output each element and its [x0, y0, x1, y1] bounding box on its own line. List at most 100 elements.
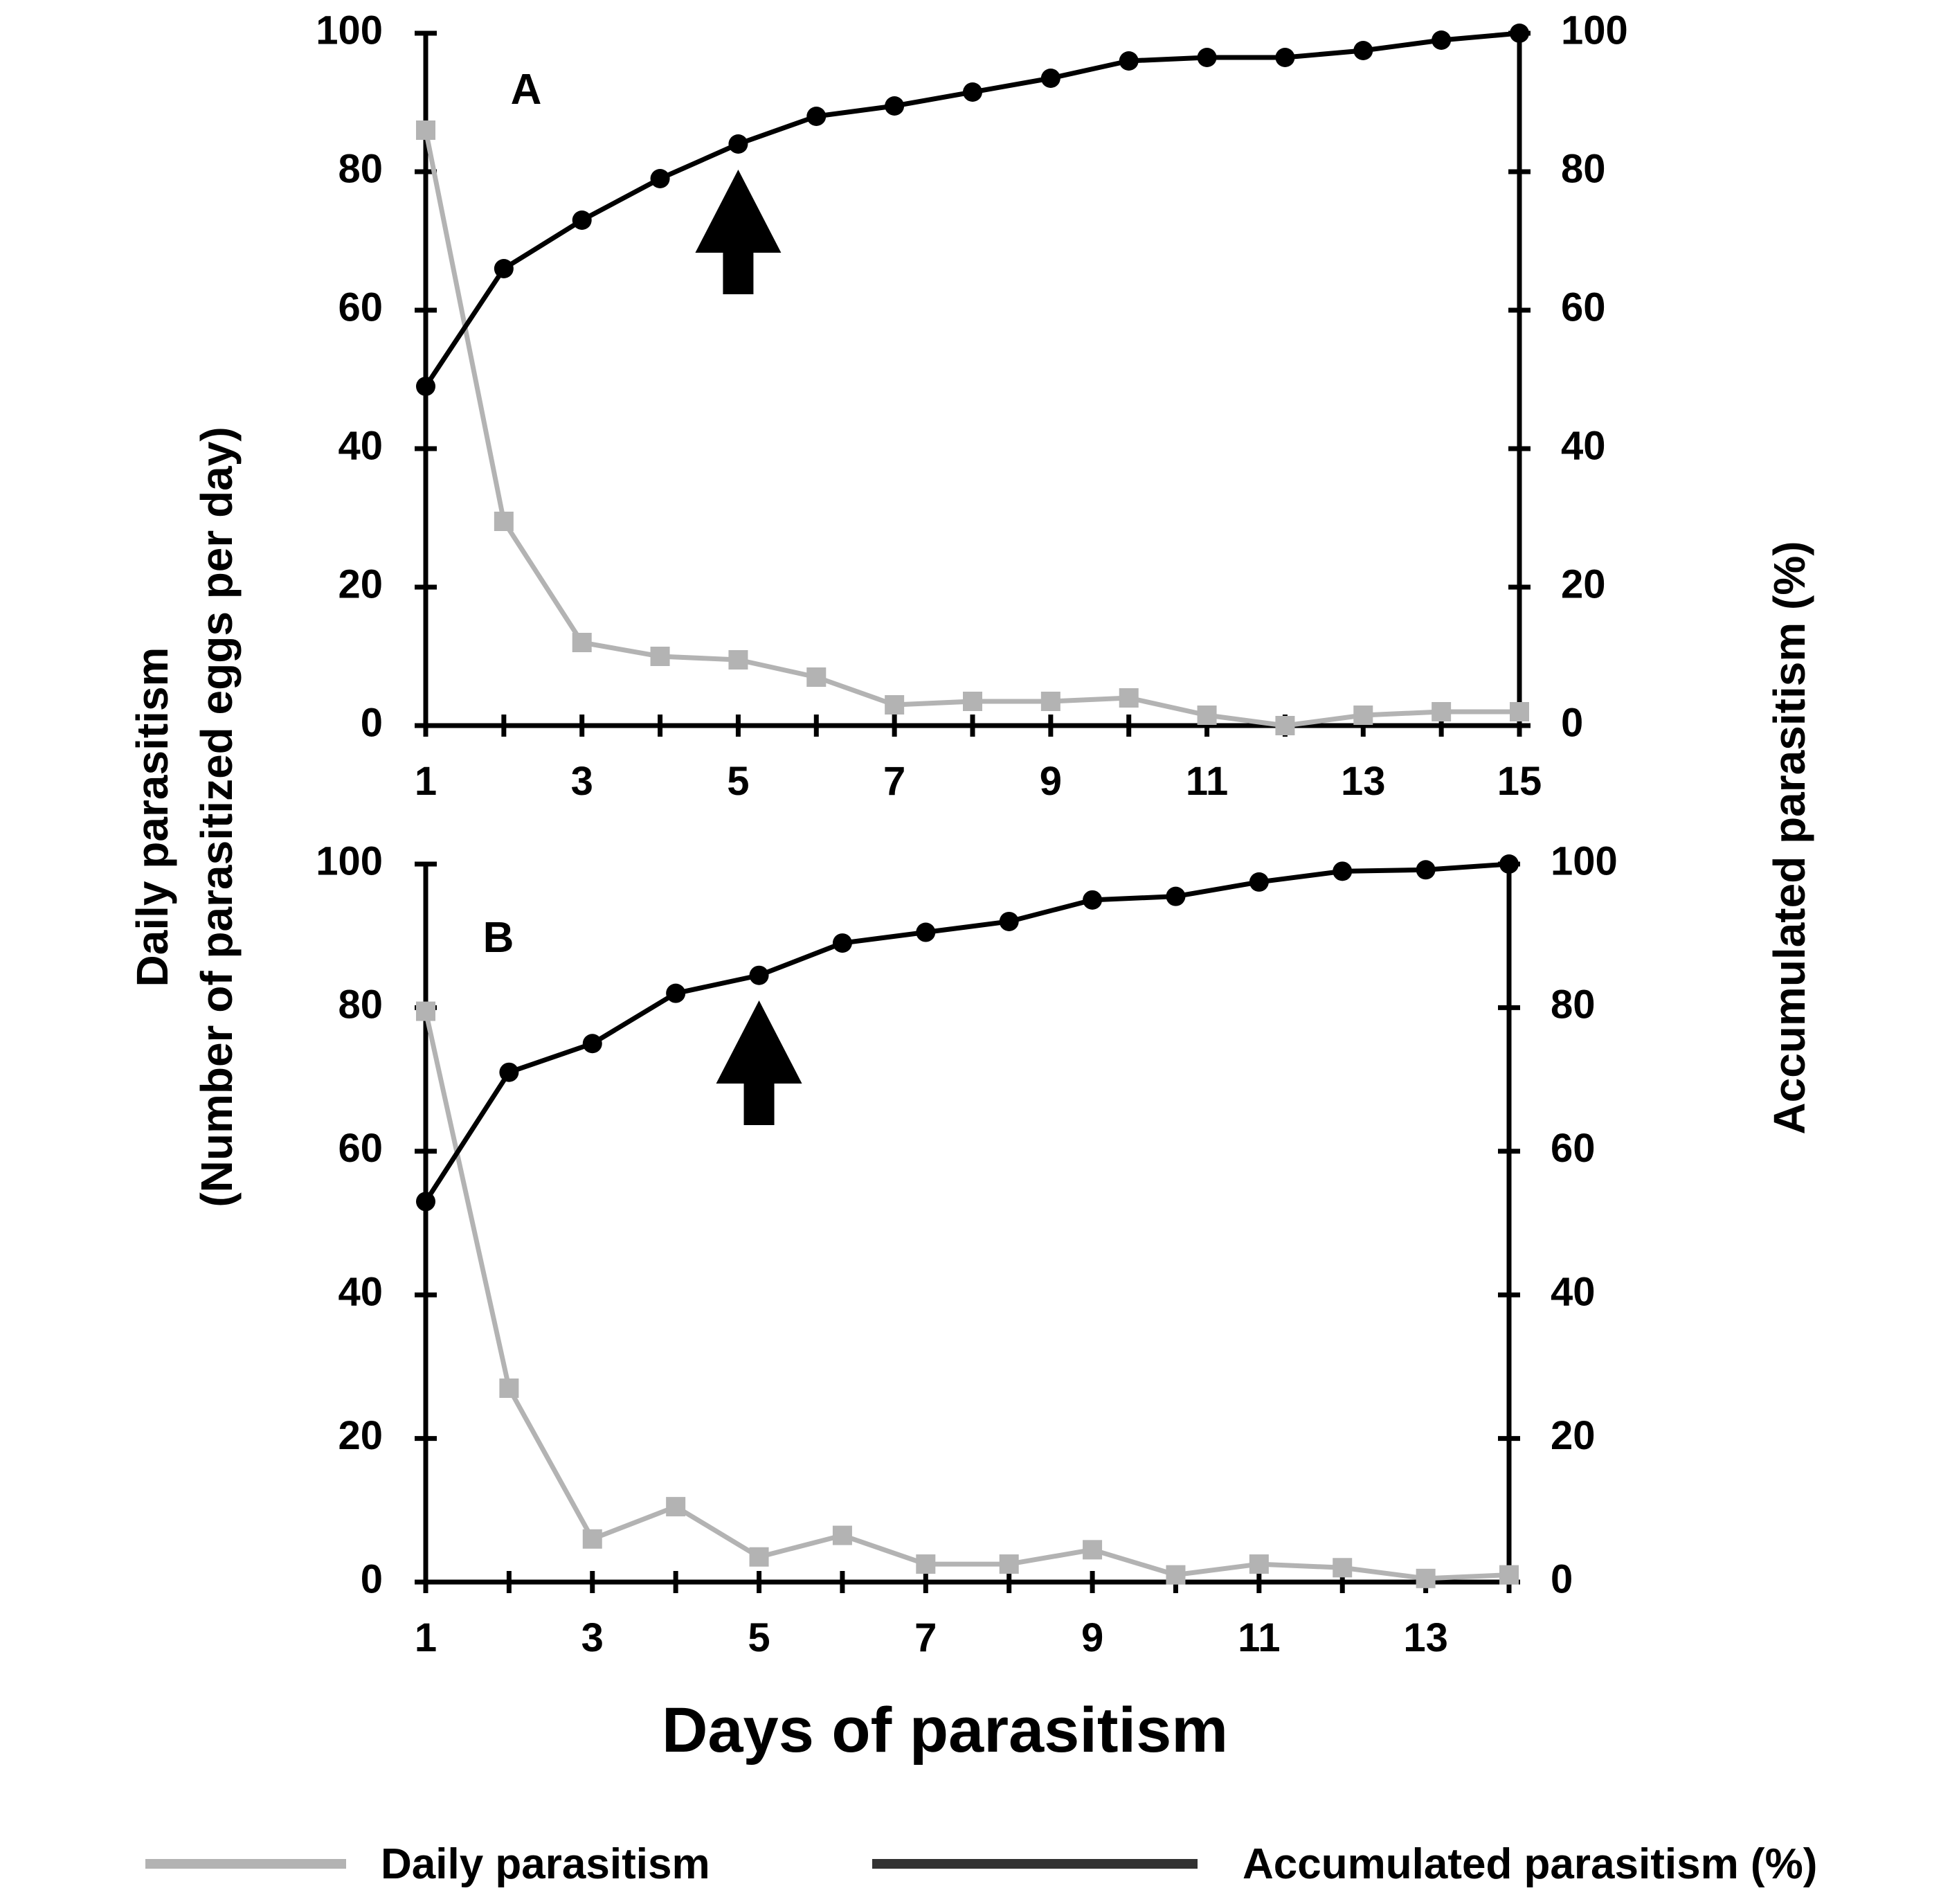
accumulated-point — [999, 911, 1019, 931]
up-arrow-icon — [695, 170, 782, 294]
left-y-tick-label: 40 — [338, 1270, 383, 1315]
accumulated-point — [499, 1062, 519, 1082]
accumulated-point — [1432, 30, 1452, 50]
daily-point — [999, 1554, 1019, 1574]
daily-point — [963, 692, 982, 711]
left-y-tick-label: 100 — [316, 838, 383, 883]
x-tick-label: 7 — [914, 1615, 937, 1660]
daily-point — [916, 1554, 936, 1574]
accumulated-point — [916, 922, 936, 942]
daily-point — [1249, 1554, 1269, 1574]
x-tick-label: 5 — [748, 1615, 770, 1660]
daily-point — [1333, 1558, 1353, 1578]
legend: Daily parasitism Accumulated parasitism … — [145, 1840, 1817, 1888]
left-y-tick-label: 100 — [316, 8, 383, 53]
x-tick-label: 1 — [415, 759, 437, 804]
accumulated-point — [749, 965, 769, 985]
daily-point — [416, 1001, 435, 1021]
accumulated-point — [1119, 51, 1139, 71]
x-tick-label: 9 — [1081, 1615, 1103, 1660]
daily-point — [416, 120, 435, 140]
accumulated-point — [1166, 886, 1186, 906]
daily-point — [582, 1529, 602, 1549]
accumulated-point — [963, 82, 982, 102]
daily-point — [1416, 1568, 1436, 1588]
x-tick-label: 7 — [883, 759, 905, 804]
left-y-axis-title-line2: (Number of parasitized eggs per day) — [192, 426, 242, 1207]
right-y-axis-title: Accumulated parasitism (%) — [1764, 541, 1814, 1134]
accumulated-point — [1249, 872, 1269, 892]
right-y-tick-label: 60 — [1561, 285, 1606, 330]
left-y-tick-label: 0 — [361, 700, 383, 745]
daily-point — [650, 647, 670, 666]
right-y-tick-label: 60 — [1551, 1126, 1596, 1171]
accumulated-point — [1333, 861, 1353, 881]
accumulated-point — [832, 933, 852, 953]
daily-point — [1119, 688, 1139, 708]
daily-point — [666, 1497, 686, 1517]
right-y-tick-label: 0 — [1551, 1556, 1573, 1601]
panel-label: A — [511, 66, 542, 114]
x-tick-label: 3 — [581, 1615, 604, 1660]
daily-point — [1510, 702, 1529, 721]
daily-point — [1197, 706, 1217, 725]
accumulated-point — [582, 1034, 602, 1054]
right-y-tick-label: 20 — [1561, 562, 1606, 607]
right-y-tick-label: 80 — [1561, 146, 1606, 191]
legend-accumulated-label: Accumulated parasitism (%) — [1243, 1840, 1817, 1888]
x-tick-label: 15 — [1497, 759, 1542, 804]
accumulated-point — [494, 259, 514, 278]
daily-point — [572, 633, 592, 652]
x-tick-label: 9 — [1040, 759, 1062, 804]
panel-label: B — [483, 914, 514, 962]
left-y-tick-label: 20 — [338, 1413, 383, 1458]
daily-point — [1275, 716, 1295, 735]
accumulated-point — [416, 377, 435, 396]
right-y-tick-label: 80 — [1551, 982, 1596, 1027]
daily-point — [885, 695, 905, 715]
accumulated-point — [728, 134, 748, 154]
accumulated-point — [885, 96, 905, 116]
accumulated-point — [1275, 48, 1295, 67]
daily-point — [1499, 1565, 1519, 1585]
legend-daily-label: Daily parasitism — [381, 1840, 710, 1888]
accumulated-point — [572, 210, 592, 230]
x-tick-label: 13 — [1341, 759, 1386, 804]
daily-point — [728, 650, 748, 670]
right-y-tick-label: 40 — [1551, 1270, 1596, 1315]
up-arrow-icon — [716, 1000, 802, 1125]
daily-point — [1040, 692, 1060, 711]
x-tick-label: 11 — [1238, 1615, 1280, 1660]
accumulated-point — [1083, 890, 1103, 910]
right-y-tick-label: 0 — [1561, 700, 1583, 745]
left-y-tick-label: 60 — [338, 285, 383, 330]
accumulated-point — [1040, 69, 1060, 88]
left-y-axis-title-line1: Daily parasitism — [127, 647, 177, 987]
right-y-tick-label: 100 — [1561, 8, 1628, 53]
accumulated-point — [1499, 854, 1519, 874]
left-y-tick-label: 80 — [338, 146, 383, 191]
accumulated-point — [1510, 24, 1529, 43]
daily-point — [1353, 706, 1373, 725]
x-axis-title: Days of parasitism — [662, 1695, 1228, 1766]
daily-point — [832, 1525, 852, 1545]
accumulated-point — [1416, 860, 1436, 880]
daily-point — [1083, 1540, 1103, 1560]
daily-point — [494, 512, 514, 531]
accumulated-point — [666, 983, 686, 1003]
left-y-tick-label: 20 — [338, 562, 383, 607]
x-tick-label: 11 — [1186, 759, 1228, 804]
x-tick-label: 13 — [1403, 1615, 1448, 1660]
left-y-tick-label: 60 — [338, 1126, 383, 1171]
accumulated-point — [416, 1192, 435, 1212]
right-y-tick-label: 20 — [1551, 1413, 1596, 1458]
daily-point — [499, 1378, 519, 1399]
daily-series-line — [423, 1010, 1510, 1581]
accumulated-series-line — [424, 861, 1510, 1203]
x-tick-label: 3 — [571, 759, 593, 804]
x-tick-label: 1 — [415, 1615, 437, 1660]
daily-point — [749, 1547, 769, 1567]
